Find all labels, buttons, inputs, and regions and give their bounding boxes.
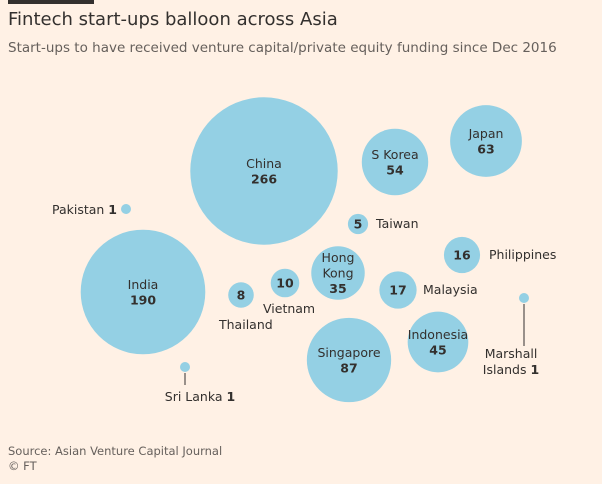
bubble-label-indonesia: Indonesia bbox=[408, 327, 468, 342]
bubble-value-china: 266 bbox=[251, 171, 277, 186]
bubble-value-vietnam: 10 bbox=[276, 276, 294, 291]
bubble-label-china: China bbox=[246, 156, 282, 171]
bubble-circle-indonesia bbox=[407, 311, 469, 373]
bubble-circle-pakistan bbox=[121, 204, 131, 214]
chart-subtitle: Start-ups to have received venture capit… bbox=[8, 40, 557, 56]
bubble-value-japan: 63 bbox=[477, 141, 494, 156]
bubble-philippines: 16 Philippines bbox=[443, 236, 556, 274]
bubble-value-indonesia: 45 bbox=[429, 342, 446, 357]
bubble-value-sri-lanka: 1 bbox=[227, 389, 236, 404]
bubble-vietnam: 10 Vietnam bbox=[263, 268, 315, 316]
bubble-circle-china bbox=[190, 97, 338, 245]
bubble-label-hong-kong: Hong bbox=[322, 250, 355, 265]
bubble-label-malaysia: Malaysia bbox=[423, 282, 478, 297]
bubble-value-taiwan: 5 bbox=[354, 217, 363, 232]
bubble-thailand: 8 Thailand bbox=[218, 282, 273, 332]
bubble-label-taiwan: Taiwan bbox=[375, 216, 419, 231]
bubble-circle-philippines bbox=[443, 236, 481, 274]
bubble-value-singapore: 87 bbox=[340, 360, 357, 375]
bubble-label-japan: Japan bbox=[468, 126, 504, 141]
bubble-circle-s-korea bbox=[361, 128, 429, 196]
bubble-circle-singapore bbox=[306, 317, 392, 403]
bubble-label-india: India bbox=[128, 277, 159, 292]
bubble-label-hong-kong: Kong bbox=[322, 266, 353, 281]
bubble-value-hong-kong: 35 bbox=[329, 281, 346, 296]
bubble-value-pakistan: 1 bbox=[108, 202, 117, 217]
bubble-pakistan: Pakistan 1 bbox=[52, 202, 131, 217]
bubble-taiwan: 5 Taiwan bbox=[347, 213, 419, 235]
bubble-value-philippines: 16 bbox=[453, 248, 471, 263]
bubble-label-vietnam: Vietnam bbox=[263, 301, 315, 316]
bubble-label-sri-lanka: Sri Lanka 1 bbox=[165, 389, 235, 404]
credit-note: © FT bbox=[8, 459, 37, 473]
title-accent-bar bbox=[8, 0, 94, 4]
bubble-value-marshall-islands: 1 bbox=[530, 362, 539, 377]
bubble-marshall-islands: Marshall Islands 1 bbox=[483, 293, 539, 377]
bubble-label-philippines: Philippines bbox=[489, 247, 556, 262]
bubble-label-pakistan: Pakistan 1 bbox=[52, 202, 117, 217]
bubble-circle-thailand bbox=[228, 282, 254, 308]
bubble-circle-hong-kong bbox=[311, 246, 365, 300]
bubble-circle-india bbox=[80, 229, 206, 355]
bubble-malaysia: 17 Malaysia bbox=[379, 271, 478, 309]
bubble-value-india: 190 bbox=[130, 292, 156, 307]
bubble-circle-japan bbox=[450, 105, 522, 177]
bubble-label-singapore: Singapore bbox=[317, 345, 380, 360]
bubble-circle-marshall-islands bbox=[519, 293, 529, 303]
bubble-circle-malaysia bbox=[379, 271, 417, 309]
bubble-circle-vietnam bbox=[270, 268, 300, 298]
bubble-circle-sri-lanka bbox=[180, 362, 190, 372]
source-note: Source: Asian Venture Capital Journal bbox=[8, 444, 223, 458]
bubble-label-s-korea: S Korea bbox=[371, 147, 418, 162]
bubble-label-marshall-islands: Marshall Islands 1 bbox=[483, 346, 539, 377]
bubble-label-thailand: Thailand bbox=[218, 317, 273, 332]
bubble-value-thailand: 8 bbox=[237, 288, 246, 303]
bubble-circle-taiwan bbox=[347, 213, 369, 235]
bubble-value-malaysia: 17 bbox=[389, 283, 406, 298]
bubble-sri-lanka: Sri Lanka 1 bbox=[165, 362, 235, 404]
chart-title: Fintech start-ups balloon across Asia bbox=[8, 9, 338, 30]
bubble-value-s-korea: 54 bbox=[386, 162, 404, 177]
